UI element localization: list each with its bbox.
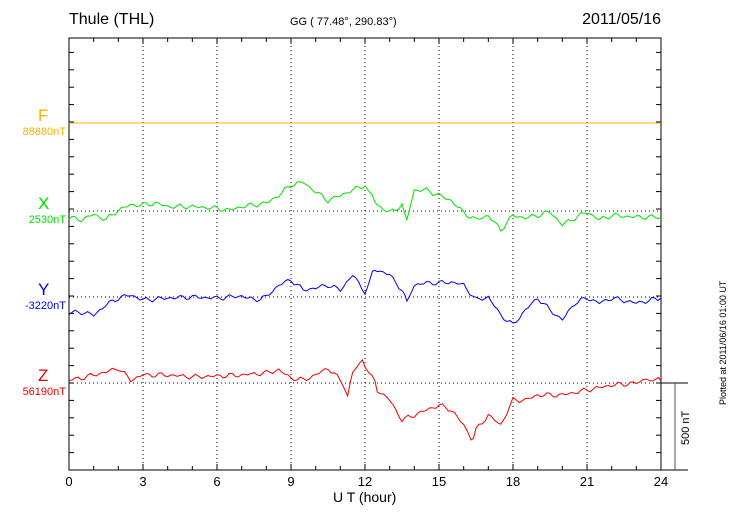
x-tick-label: 3 [139,474,147,489]
series-name-z: Z [38,366,49,385]
x-tick-label: 21 [579,474,595,489]
series-baseline-f: 88880nT [22,126,66,138]
x-tick-label: 18 [505,474,521,489]
x-tick-label: 9 [287,474,295,489]
series-name-f: F [38,106,49,125]
x-axis-label: U T (hour) [333,489,397,505]
series-name-y: Y [38,280,50,299]
series-baseline-z: 56190nT [22,386,66,398]
x-tick-label: 24 [653,474,669,489]
station-coords: GG ( 77.48°, 290.83°) [290,16,397,28]
x-tick-label: 12 [357,474,373,489]
series-baseline-x: 2530nT [28,214,66,226]
series-line-z [68,358,662,441]
series-baseline-y: -3220nT [25,300,66,312]
series-name-x: X [38,194,50,213]
x-tick-label: 0 [65,474,73,489]
station-title: Thule (THL) [69,11,155,28]
series-line-y [68,269,662,324]
x-tick-label: 6 [213,474,221,489]
series-line-x [68,181,662,232]
date-label: 2011/05/16 [582,11,661,28]
x-tick-label: 15 [431,474,447,489]
